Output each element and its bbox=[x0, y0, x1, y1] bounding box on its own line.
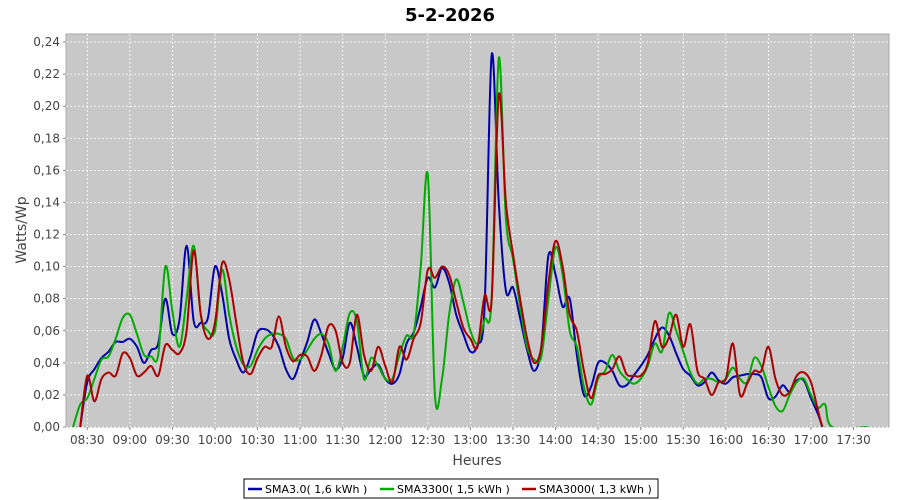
x-tick-label: 11:30 bbox=[325, 433, 360, 447]
legend-label-0: SMA3.0( 1,6 kWh ) bbox=[265, 483, 367, 496]
x-tick-label: 15:30 bbox=[666, 433, 701, 447]
x-tick-label: 17:30 bbox=[836, 433, 871, 447]
series-line-0 bbox=[79, 52, 824, 427]
x-tick-label: 10:00 bbox=[198, 433, 233, 447]
series-group bbox=[72, 52, 868, 427]
y-tick-label: 0,24 bbox=[33, 35, 60, 49]
x-tick-label: 15:00 bbox=[623, 433, 658, 447]
series-line-2 bbox=[79, 92, 824, 427]
x-tick-label: 16:30 bbox=[751, 433, 786, 447]
legend-box bbox=[243, 478, 659, 499]
y-tick-label: 0,14 bbox=[33, 195, 60, 209]
legend-label-2: SMA3000( 1,3 kWh ) bbox=[539, 483, 652, 496]
y-tick-label: 0,04 bbox=[33, 356, 60, 370]
y-tick-label: 0,18 bbox=[33, 131, 60, 145]
x-tick-label: 12:00 bbox=[368, 433, 403, 447]
x-tick-label: 11:00 bbox=[283, 433, 318, 447]
x-tick-label: 09:00 bbox=[113, 433, 148, 447]
chart-title: 5-2-2026 bbox=[405, 5, 495, 26]
x-axis-title: Heures bbox=[452, 453, 501, 469]
y-tick-label: 0,20 bbox=[33, 99, 60, 113]
y-tick-label: 0,10 bbox=[33, 260, 60, 274]
x-tick-label: 16:00 bbox=[709, 433, 744, 447]
x-tick-label: 10:30 bbox=[240, 433, 275, 447]
plot-area bbox=[65, 33, 890, 428]
x-tick-label: 09:30 bbox=[155, 433, 190, 447]
y-tick-label: 0,22 bbox=[33, 67, 60, 81]
x-tick-label: 17:00 bbox=[794, 433, 829, 447]
legend-label-1: SMA3300( 1,5 kWh ) bbox=[397, 483, 510, 496]
y-tick-label: 0,12 bbox=[33, 228, 60, 242]
x-tick-label: 14:00 bbox=[538, 433, 573, 447]
legend: SMA3.0( 1,6 kWh ) SMA3300( 1,5 kWh ) SMA30… bbox=[248, 483, 652, 496]
x-tick-label: 13:00 bbox=[453, 433, 488, 447]
x-tick-label: 12:30 bbox=[411, 433, 446, 447]
grid-lines bbox=[66, 34, 889, 428]
y-tick-label: 0,08 bbox=[33, 292, 60, 306]
y-tick-label: 0,02 bbox=[33, 388, 60, 402]
y-tick-label: 0,16 bbox=[33, 163, 60, 177]
y-tick-label: 0,00 bbox=[33, 420, 60, 434]
x-tick-label: 13:30 bbox=[496, 433, 531, 447]
y-axis-title: Watts/Wp bbox=[14, 196, 30, 263]
y-tick-label: 0,06 bbox=[33, 324, 60, 338]
x-axis: 08:30 09:00 09:30 10:00 10:30 11:00 11:30 12:00… bbox=[70, 427, 871, 447]
x-tick-label: 14:30 bbox=[581, 433, 616, 447]
x-tick-label: 08:30 bbox=[70, 433, 105, 447]
y-axis: 0,00 0,02 0,04 0,06 0,08 0,10 0,12 0,14 0,16 0,18… bbox=[33, 35, 66, 434]
